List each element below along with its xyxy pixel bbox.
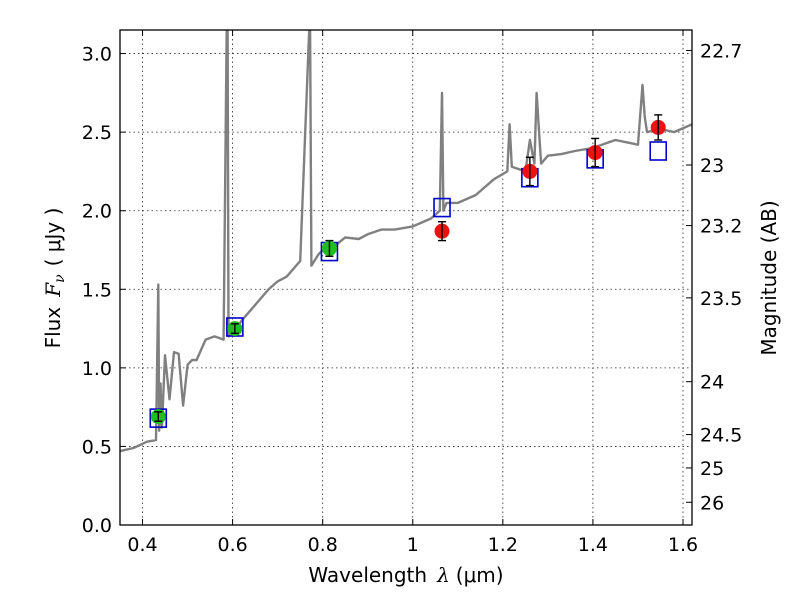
y-tick-label: 2.0 [82, 201, 112, 223]
spectrum-line [120, 30, 692, 453]
grid [120, 30, 692, 526]
y2-tick-label: 23.5 [700, 288, 742, 310]
y-tick-label: 1.5 [82, 279, 112, 301]
x-tick-label: 1.2 [488, 534, 518, 556]
x-tick-label: 1.4 [578, 534, 608, 556]
y-tick-label: 1.0 [82, 358, 112, 380]
y-tick-label: 3.0 [82, 44, 112, 66]
observed-series [150, 114, 666, 425]
model-box [649, 141, 668, 161]
x-axis-label: Wavelength λ (μm) [308, 563, 503, 587]
y-tick-label: 2.5 [82, 122, 112, 144]
y2-tick-label: 23.2 [700, 216, 742, 238]
y2-tick-label: 22.7 [700, 40, 742, 62]
axis-ticks: 0.4 0.6 0.8 1 1.2 1.4 1.6 0.0 0.5 1.0 1.5 2.0 2.5 3.0… [82, 30, 742, 556]
y-axis-label: FluxFν( μJy ) [41, 208, 68, 349]
x-tick-label: 0.6 [217, 534, 247, 556]
x-tick-label: 0.8 [308, 534, 338, 556]
x-tick-label: 1 [407, 534, 419, 556]
spectrum-series [120, 30, 692, 453]
y-tick-label: 0.0 [82, 515, 112, 537]
y2-tick-label: 26 [700, 492, 724, 514]
y2-tick-label: 25 [700, 458, 724, 480]
y2-tick-label: 24 [700, 372, 724, 394]
y-tick-label: 0.5 [82, 436, 112, 458]
model-box [433, 197, 451, 218]
x-tick-label: 1.6 [668, 534, 698, 556]
y2-tick-label: 23 [700, 155, 724, 177]
y2-axis-label: Magnitude (AB) [757, 200, 781, 355]
plot-frame [119, 29, 693, 526]
y2-tick-label: 24.5 [700, 425, 742, 447]
x-tick-label: 0.4 [127, 534, 157, 556]
